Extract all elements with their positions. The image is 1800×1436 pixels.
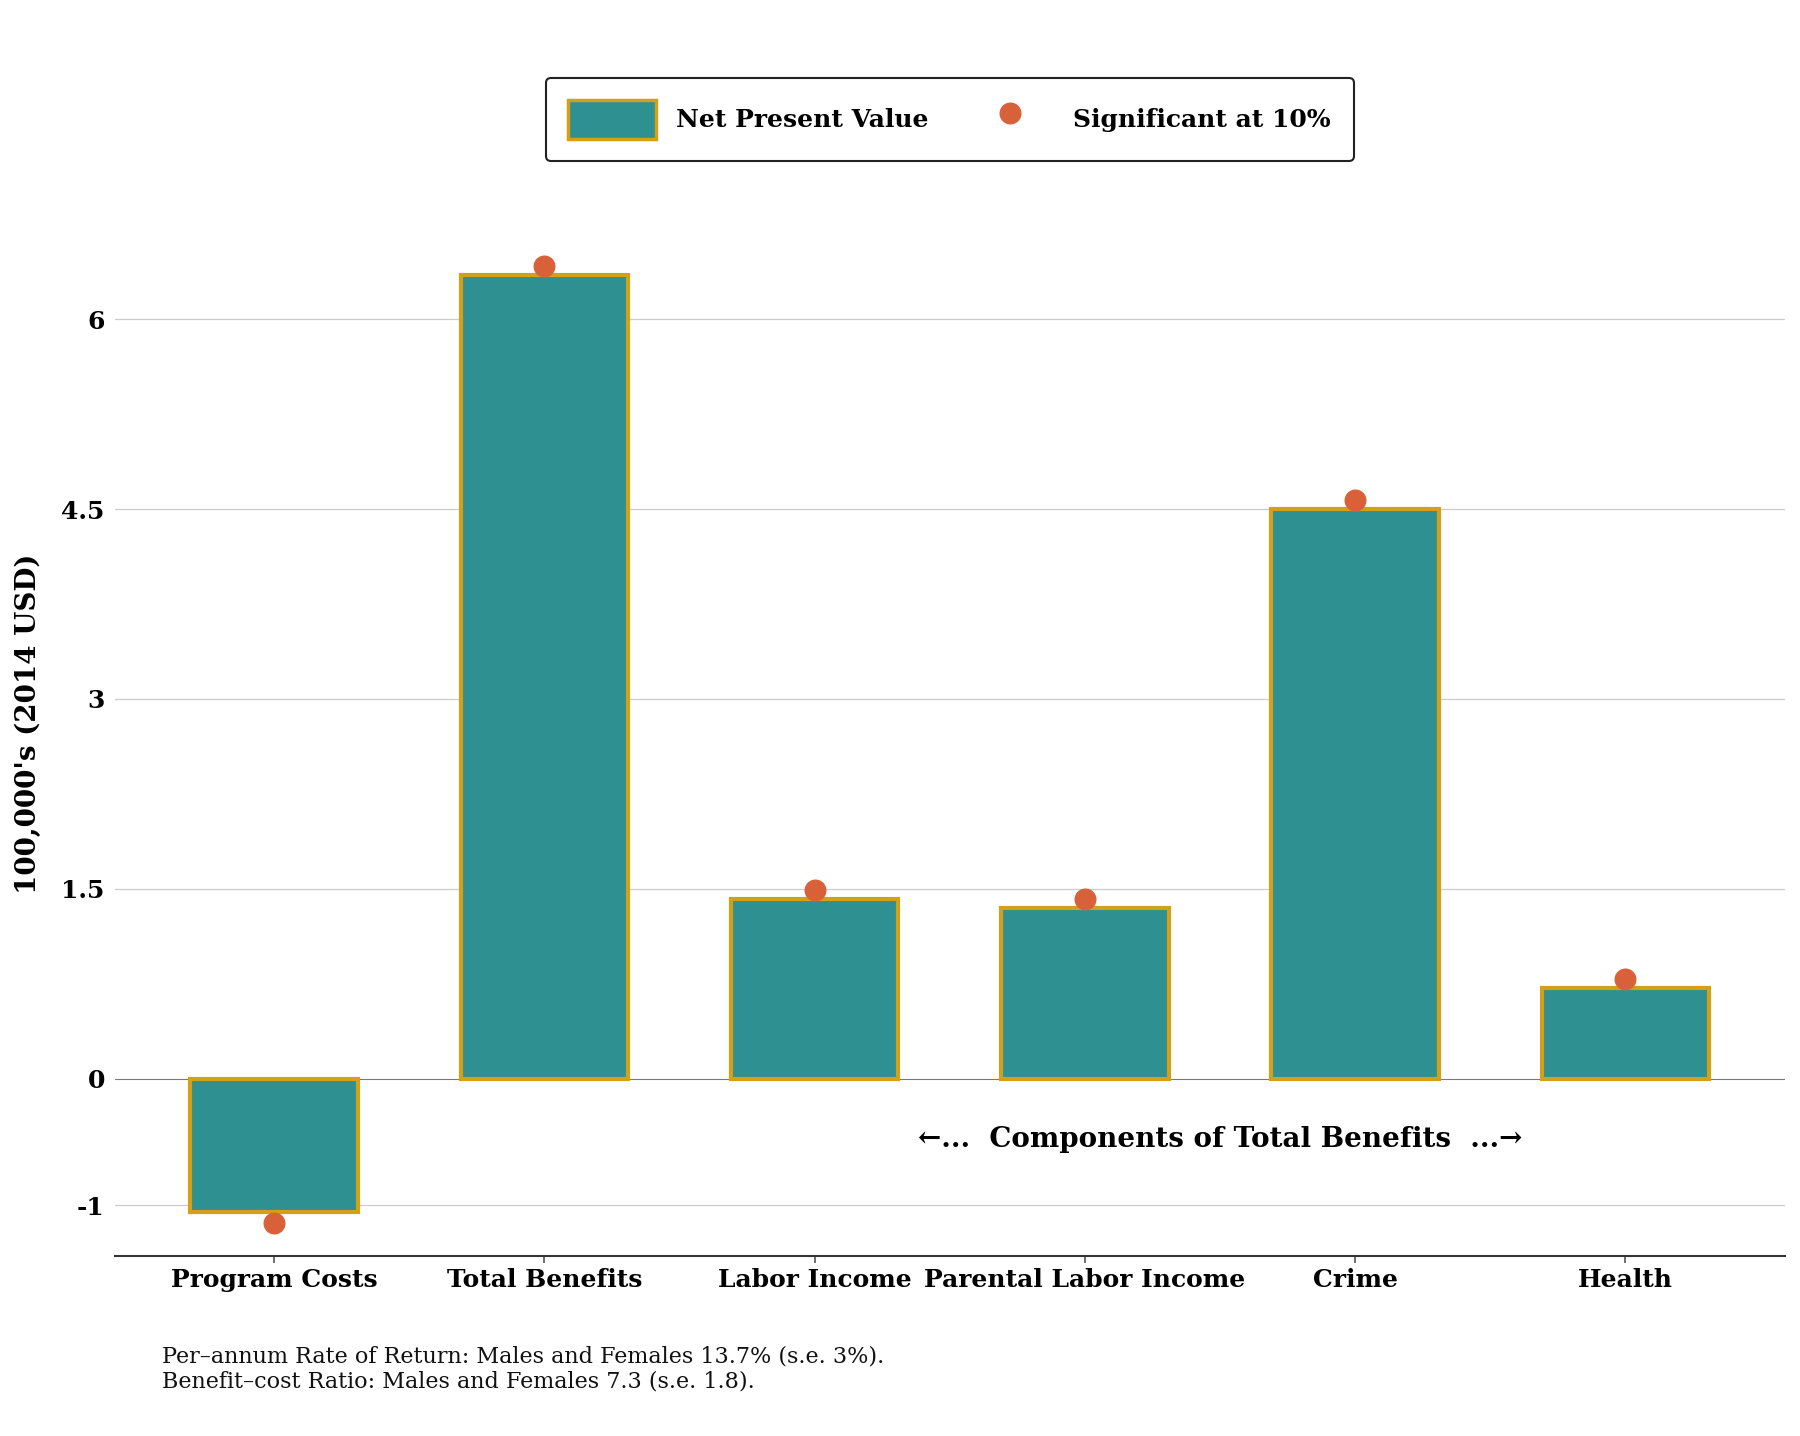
Point [801, 879, 830, 902]
Point [529, 254, 558, 277]
Point [1341, 488, 1370, 511]
Point [1611, 968, 1640, 991]
Point [1071, 887, 1100, 910]
Bar [1001, 908, 1168, 1078]
Y-axis label: 100,000's (2014 USD): 100,000's (2014 USD) [14, 554, 41, 895]
Bar [1271, 510, 1438, 1078]
Bar [731, 899, 898, 1078]
Bar [461, 274, 628, 1078]
Text: ←...  Components of Total Benefits  ...→: ←... Components of Total Benefits ...→ [918, 1126, 1523, 1153]
Legend: Net Present Value, Significant at 10%: Net Present Value, Significant at 10% [545, 78, 1354, 161]
Point [259, 1212, 288, 1235]
Bar [1541, 988, 1708, 1078]
Text: Per–annum Rate of Return: Males and Females 13.7% (s.e. 3%).
Benefit–cost Ratio:: Per–annum Rate of Return: Males and Fema… [162, 1346, 884, 1393]
Bar [191, 1078, 358, 1212]
